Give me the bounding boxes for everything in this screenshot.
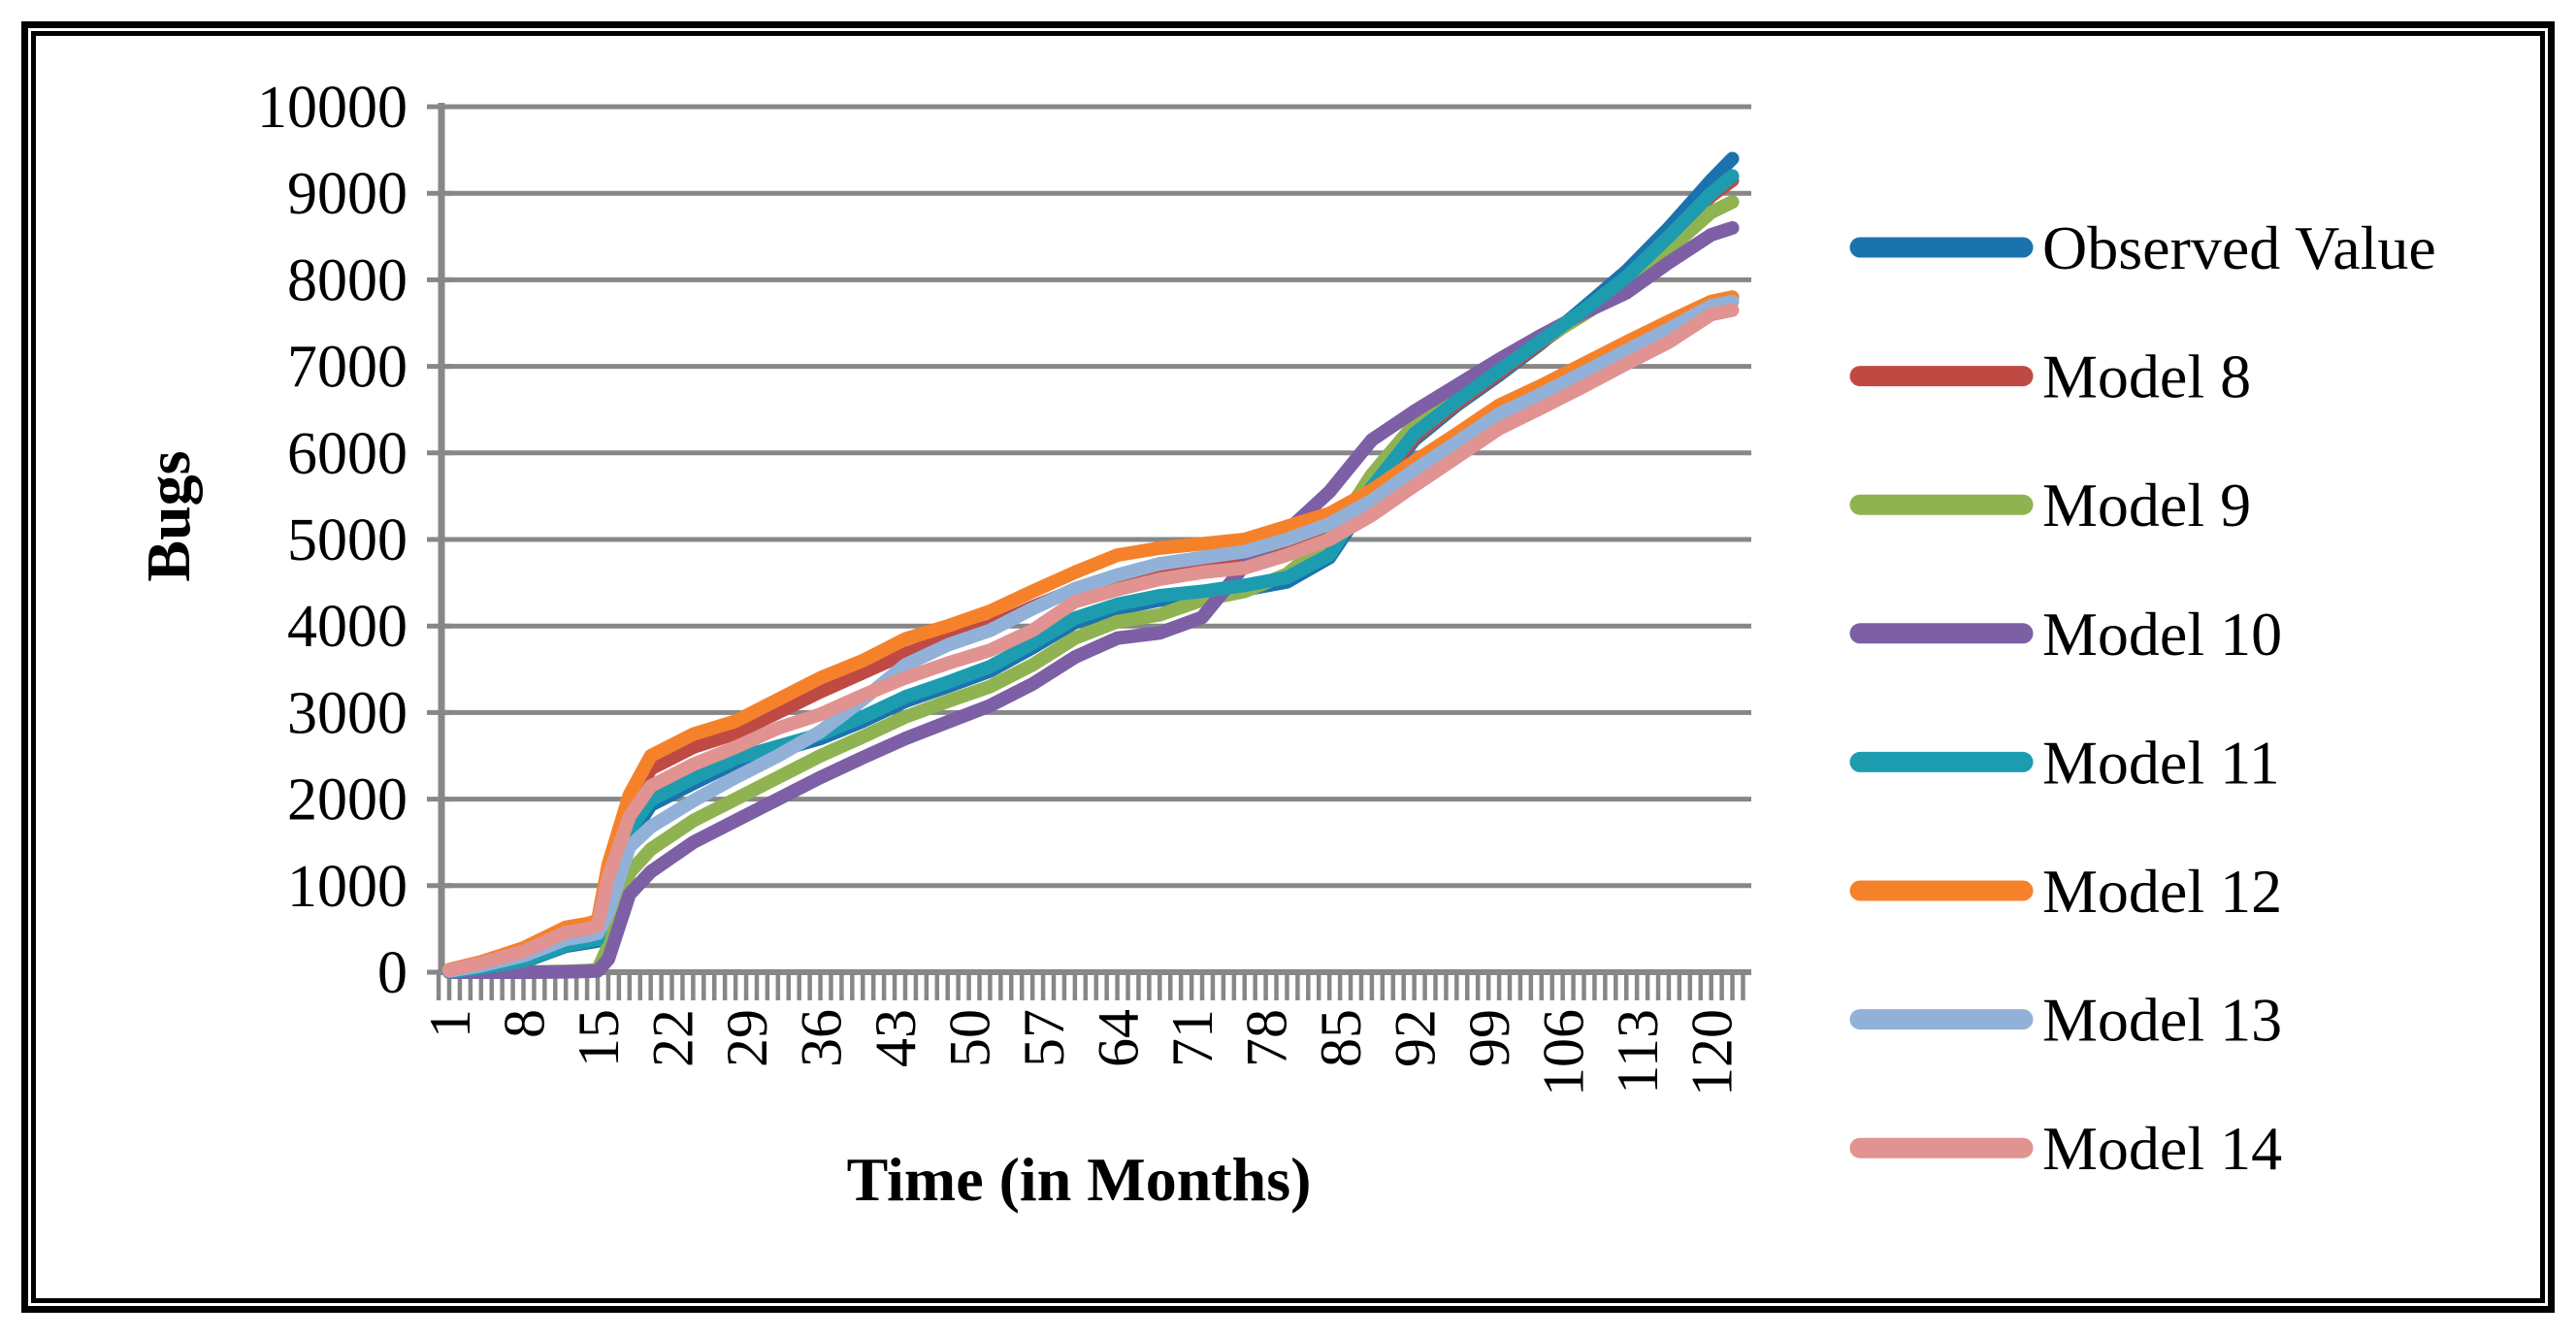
x-tick-label: 36: [790, 1009, 854, 1067]
x-tick-label: 106: [1532, 1009, 1596, 1096]
x-tick-label: 71: [1160, 1009, 1224, 1067]
x-tick-label: 120: [1680, 1009, 1745, 1096]
y-tick-label: 5000: [287, 507, 408, 573]
y-tick-label: 9000: [287, 161, 408, 227]
y-tick-label: 1000: [287, 854, 408, 920]
figure-inner-border: [31, 31, 2545, 1303]
legend-label: Observed Value: [2042, 213, 2436, 282]
legend-item: Observed Value: [1849, 213, 2436, 282]
legend: Observed Value Model 8 Model 9 Model 10 Mode…: [1849, 213, 2436, 1183]
x-tick-label: 92: [1384, 1009, 1448, 1067]
x-tick-label: 99: [1457, 1009, 1521, 1067]
x-tick-label: 85: [1309, 1009, 1373, 1067]
x-tick-label: 57: [1012, 1009, 1076, 1067]
legend-label: Model 11: [2042, 728, 2280, 797]
y-tick-labels: 0 1000 2000 3000 4000 5000 6000 7000 8000 9000 100…: [257, 75, 408, 1006]
series-line-model-10: [442, 220, 1740, 979]
y-tick-label: 6000: [287, 421, 408, 487]
legend-item: Model 12: [1849, 857, 2282, 926]
x-tick-label: 22: [641, 1009, 705, 1067]
x-tick-label: 78: [1235, 1009, 1299, 1067]
legend-item: Model 14: [1849, 1114, 2282, 1183]
legend-item: Model 11: [1849, 728, 2280, 797]
x-axis-title: Time (in Months): [847, 1145, 1312, 1214]
figure-outer-border: [21, 21, 2555, 1313]
legend-label: Model 12: [2042, 857, 2282, 926]
series-lines: [442, 151, 1740, 979]
y-tick-label: 4000: [287, 594, 408, 660]
y-axis-title: Bugs: [134, 450, 203, 581]
y-tick-label: 8000: [287, 247, 408, 313]
legend-label: Model 14: [2042, 1114, 2282, 1183]
legend-label: Model 9: [2042, 471, 2251, 539]
y-tick-label: 0: [377, 940, 408, 1006]
y-tick-label: 10000: [257, 75, 408, 141]
x-tick-label: 1: [418, 1009, 482, 1038]
y-tick-label: 7000: [287, 335, 408, 401]
x-tick-label: 29: [715, 1009, 779, 1067]
x-tick-label: 15: [567, 1009, 631, 1067]
x-tick-label: 43: [864, 1009, 928, 1067]
legend-item: Model 8: [1849, 343, 2251, 411]
legend-item: Model 13: [1849, 986, 2282, 1055]
legend-item: Model 9: [1849, 471, 2251, 539]
x-tick-label: 64: [1087, 1009, 1151, 1067]
x-tick-label: 50: [938, 1009, 1002, 1067]
legend-label: Model 8: [2042, 343, 2251, 411]
legend-item: Model 10: [1849, 600, 2282, 669]
y-tick-label: 2000: [287, 767, 408, 833]
x-tick-labels: 1 8 15 22 29 36 43 50 57 64 71 78 85 92 99 106 113 120: [418, 1009, 1745, 1096]
legend-label: Model 13: [2042, 986, 2282, 1055]
x-tick-label: 113: [1606, 1009, 1670, 1094]
series-line-model-14: [442, 303, 1740, 977]
x-tick-label: 8: [493, 1009, 557, 1038]
x-tick-comb: [436, 972, 1745, 1000]
legend-label: Model 10: [2042, 600, 2282, 669]
y-tick-label: 3000: [287, 680, 408, 746]
